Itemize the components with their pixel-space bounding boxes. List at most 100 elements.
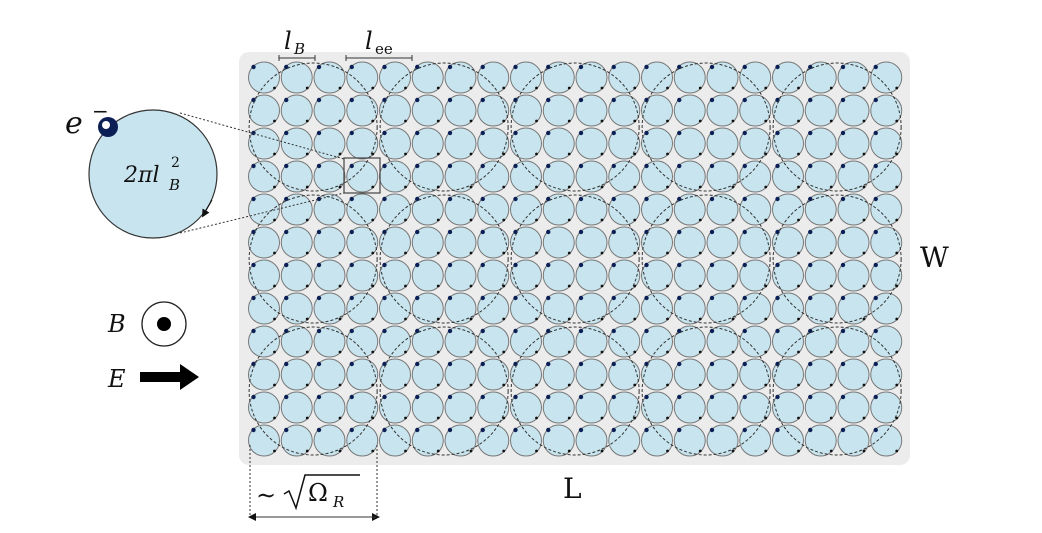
electron-dot — [797, 416, 800, 420]
orbit — [379, 94, 411, 127]
electron-dot — [382, 97, 387, 103]
electron-dot — [273, 185, 276, 189]
electron-dot — [797, 317, 800, 321]
orbit — [575, 160, 608, 193]
electron-dot — [316, 361, 322, 367]
electron-dot — [316, 97, 322, 103]
electron-dot — [873, 361, 878, 367]
orbit — [444, 193, 477, 226]
electron-dot — [698, 251, 702, 255]
orbit — [772, 424, 804, 457]
electron-dot — [698, 317, 702, 321]
electron-dot — [862, 284, 866, 288]
electron-dot — [764, 218, 768, 222]
orbit — [870, 292, 903, 325]
electron-dot — [873, 427, 878, 433]
orbit — [280, 325, 313, 358]
orbit — [542, 292, 575, 325]
electron-dot — [349, 64, 354, 70]
orbit — [313, 160, 346, 193]
electron-dot — [513, 361, 518, 367]
orbit — [477, 160, 510, 193]
orbit — [477, 325, 510, 358]
orbit — [870, 358, 903, 391]
electron-dot — [633, 284, 637, 288]
orbit — [804, 292, 837, 325]
electron-dot — [371, 350, 375, 354]
electron-dot — [535, 86, 538, 90]
electron-dot — [840, 328, 846, 334]
orbit — [575, 292, 608, 325]
orbit — [313, 61, 346, 94]
electron-dot — [742, 361, 747, 367]
electron-dot — [349, 229, 354, 235]
lb-bracket — [278, 55, 316, 61]
electron-dot — [600, 218, 604, 222]
electron-dot — [447, 328, 453, 334]
electron-dot — [436, 449, 440, 453]
electron-dot — [404, 449, 407, 453]
electron-dot — [677, 361, 682, 367]
electron-dot — [480, 361, 485, 367]
length-label: L — [563, 472, 582, 505]
orbit — [542, 61, 575, 94]
orbit — [641, 94, 673, 127]
orbit — [608, 193, 641, 226]
electron-dot — [775, 64, 780, 70]
electron-dot — [677, 130, 682, 136]
orbit — [477, 193, 510, 226]
orbit-magnified — [88, 109, 218, 239]
electron-dot — [349, 427, 354, 433]
b-field-label: B — [107, 310, 126, 338]
electron-dot — [371, 218, 375, 222]
electron-dot — [644, 361, 649, 367]
orbit — [346, 94, 379, 127]
electron-dot — [797, 284, 800, 288]
electron-dot — [698, 350, 702, 354]
electron-dot — [742, 130, 747, 136]
electron-dot — [578, 427, 584, 433]
electron-dot — [349, 328, 354, 334]
electron-dot — [469, 218, 473, 222]
orbit — [477, 424, 510, 457]
orbit — [510, 127, 542, 160]
orbit — [542, 94, 575, 127]
orbit — [641, 391, 673, 424]
orbit — [248, 259, 280, 292]
orbit — [542, 160, 575, 193]
electron-dot — [349, 130, 354, 136]
orbit — [575, 259, 608, 292]
lee-bracket — [345, 55, 413, 61]
electron-dot — [742, 427, 747, 433]
orbit — [870, 61, 903, 94]
electron-dot — [709, 361, 715, 367]
electron-dot — [698, 185, 702, 189]
orbit — [804, 160, 837, 193]
orbit — [477, 358, 510, 391]
orbit — [706, 424, 739, 457]
electron-dot — [764, 86, 768, 90]
electron-dot — [305, 317, 309, 321]
orbit — [280, 193, 313, 226]
electron-dot — [273, 86, 276, 90]
electron-dot — [251, 64, 256, 70]
orbit-area-label: 2πl — [123, 163, 160, 188]
orbit — [444, 391, 477, 424]
orbit — [575, 61, 608, 94]
electron-dot — [447, 64, 453, 70]
orbit — [248, 424, 280, 457]
orbit — [804, 424, 837, 457]
electron-dot — [404, 284, 407, 288]
orbit — [575, 226, 608, 259]
electron-dot — [338, 185, 342, 189]
electron-dot — [273, 317, 276, 321]
electron-dot — [284, 97, 289, 103]
electron-dot — [513, 64, 518, 70]
orbit — [837, 292, 870, 325]
electron-dot — [709, 229, 715, 235]
electron-dot — [415, 295, 420, 301]
sqrt-sign — [283, 474, 360, 511]
orbit — [739, 160, 772, 193]
electron-dot — [797, 251, 800, 255]
orbit — [313, 226, 346, 259]
